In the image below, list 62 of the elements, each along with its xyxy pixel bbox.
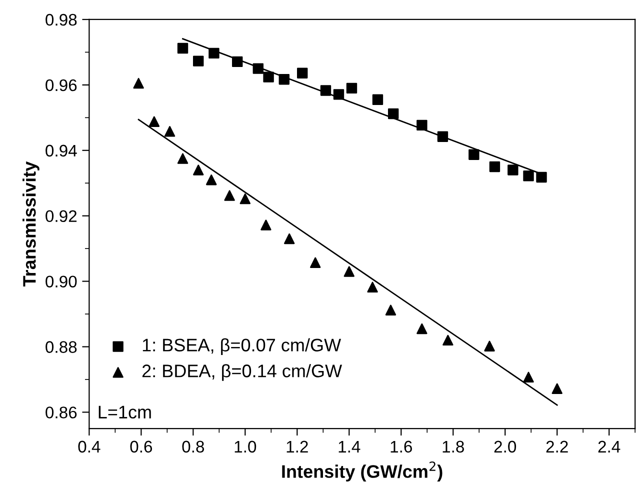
point [133, 78, 144, 89]
x-tick-label: 0.6 [130, 440, 152, 453]
point [208, 48, 220, 59]
point [240, 193, 251, 204]
point [193, 56, 204, 66]
point [260, 220, 272, 230]
point [346, 82, 358, 94]
point [278, 74, 290, 85]
point [388, 108, 399, 120]
point [552, 383, 562, 394]
point [177, 153, 188, 164]
x-tick-label: 1.6 [390, 440, 412, 453]
x-tick-label: 2.2 [546, 440, 568, 452]
x-axis-title: Intensity (GW/cm$^{2}$) [282, 461, 442, 482]
x-tick-label: 1.8 [442, 440, 464, 453]
point [523, 372, 534, 383]
point [164, 126, 176, 137]
x-tick-label: 0.8 [182, 440, 204, 453]
point [468, 149, 480, 160]
point [224, 190, 235, 201]
annotation: L=1cm [98, 406, 151, 419]
point [320, 85, 332, 96]
x-tick-label: 2.4 [598, 440, 620, 452]
point [536, 172, 547, 183]
x-tick-label: 2.0 [494, 440, 516, 453]
y-tick-label: 0.94 [46, 144, 77, 157]
point [484, 340, 495, 352]
point [148, 116, 160, 127]
point [385, 304, 396, 316]
point [193, 164, 204, 176]
x-tick-label: 1.4 [338, 440, 360, 452]
point [523, 170, 534, 182]
point [232, 56, 243, 68]
point [367, 282, 378, 293]
point [284, 233, 295, 244]
point [177, 42, 188, 54]
point [206, 174, 217, 186]
legend-label: 2: BDEA, β=0.14 cm/GW [142, 364, 342, 381]
point [263, 72, 274, 82]
point [310, 257, 321, 268]
point [252, 63, 264, 74]
x-tick-label: 1.2 [286, 440, 308, 452]
y-axis-title: Transmissivity [22, 161, 40, 287]
y-tick-label: 0.86 [46, 406, 77, 418]
point [508, 164, 518, 176]
x-tick-label: 1.0 [234, 440, 256, 453]
point [416, 323, 428, 334]
x-tick-label: 0.4 [78, 440, 100, 453]
point [437, 131, 448, 142]
point [296, 68, 308, 79]
legend-label: 1: BSEA, β=0.07 cm/GW [142, 338, 342, 356]
y-tick-label: 0.88 [46, 341, 77, 353]
y-tick-label: 0.98 [46, 14, 77, 26]
point [442, 334, 454, 346]
point [489, 161, 500, 172]
point [372, 94, 384, 106]
point [416, 120, 428, 131]
point [333, 89, 344, 100]
y-tick-label: 0.92 [46, 210, 77, 222]
y-tick-label: 0.96 [46, 79, 77, 92]
y-tick-label: 0.90 [46, 276, 77, 288]
point [344, 266, 354, 277]
